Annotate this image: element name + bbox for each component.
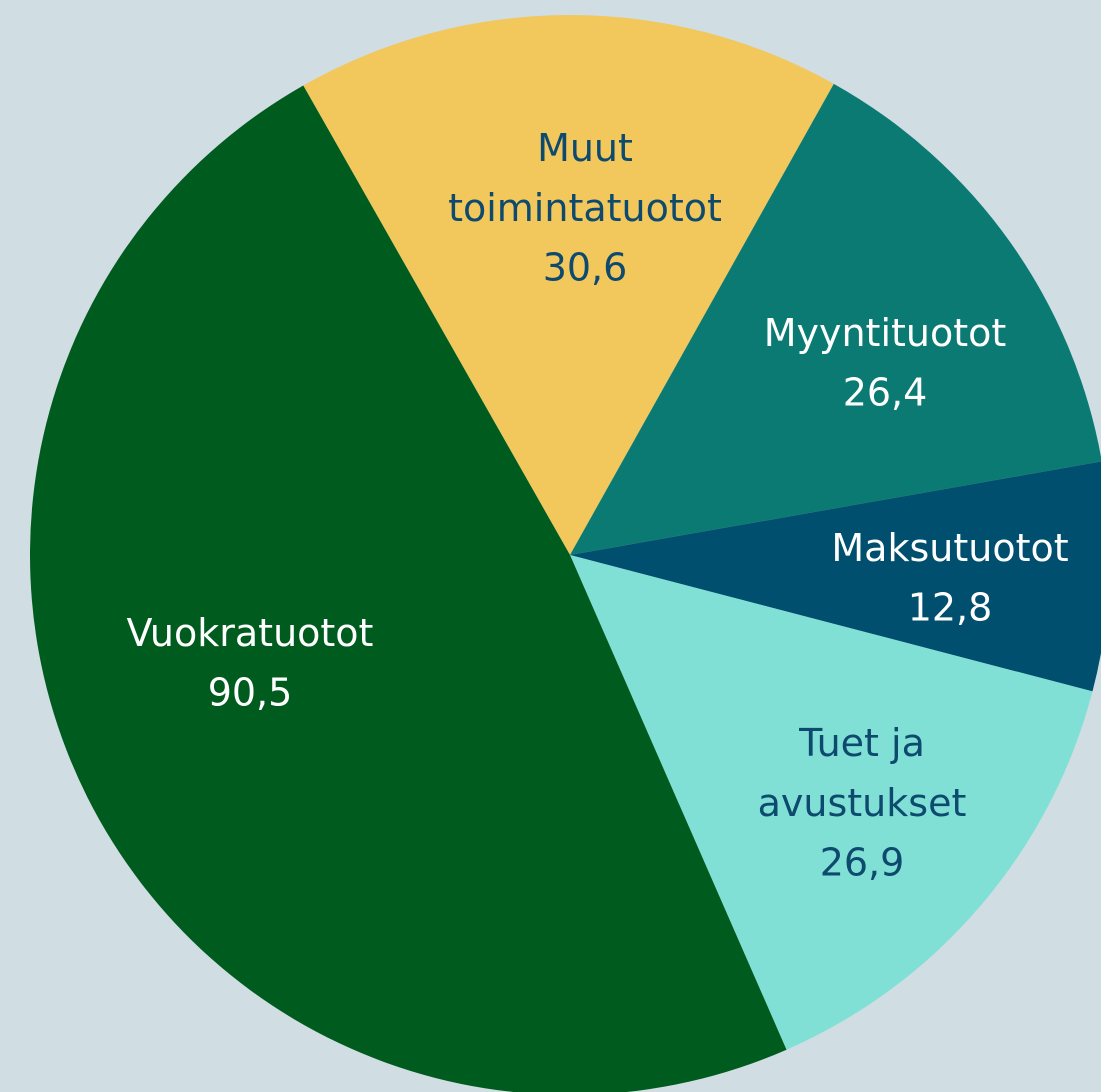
label-line: toimintatuotot [448,186,722,230]
pie-slice [570,555,1093,1050]
label-line: Muut [537,126,633,170]
slice-label: Myyntituotot [764,311,1007,355]
value-label: 12,8 [908,586,993,630]
pie-slice [570,461,1101,692]
value-label: 26,4 [843,371,928,415]
label-line: Maksutuotot [831,526,1068,570]
slice-label: Tuet ja avustukset [758,721,967,825]
value-label: 90,5 [208,671,293,715]
value-label: 26,9 [820,841,905,885]
value-label: 30,6 [543,246,628,290]
slice-label: Muut toimintatuotot [448,126,722,230]
pie-slice [30,85,787,1092]
label-line: Tuet ja [798,721,925,765]
slice-label: Maksutuotot [831,526,1068,570]
pie-slice [303,14,834,555]
label-line: avustukset [758,781,967,825]
label-line: Vuokratuotot [127,611,374,655]
pie-slice [570,83,1101,555]
label-line: Myyntituotot [764,311,1007,355]
slice-label: Vuokratuotot [127,611,374,655]
